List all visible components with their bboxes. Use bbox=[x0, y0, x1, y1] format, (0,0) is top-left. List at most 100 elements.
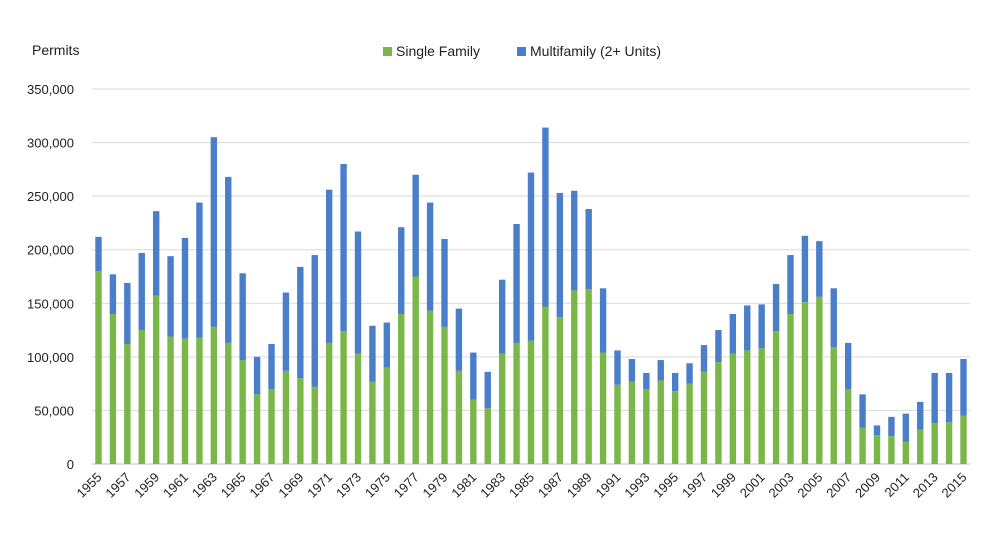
bar-single-family-1973 bbox=[354, 353, 362, 464]
bar-multifamily-1980 bbox=[455, 308, 463, 371]
bar-multifamily-2014 bbox=[945, 372, 953, 423]
bar-single-family-1957 bbox=[124, 344, 131, 464]
x-tick-label: 1963 bbox=[189, 470, 220, 501]
bar-single-family-1982 bbox=[484, 408, 491, 464]
bar-single-family-1987 bbox=[556, 317, 564, 464]
bar-multifamily-1998 bbox=[715, 330, 722, 363]
bar-single-family-2008 bbox=[859, 427, 866, 464]
bar-multifamily-1986 bbox=[542, 127, 549, 307]
bar-multifamily-1955 bbox=[95, 236, 102, 272]
bar-single-family-1984 bbox=[513, 342, 520, 464]
bar-single-family-1975 bbox=[383, 367, 391, 464]
y-tick-label: 300,000 bbox=[27, 136, 74, 151]
x-tick-label: 1967 bbox=[247, 470, 278, 501]
bar-single-family-2007 bbox=[844, 389, 852, 464]
bar-multifamily-1961 bbox=[181, 237, 189, 339]
bar-multifamily-1993 bbox=[643, 372, 650, 389]
bar-multifamily-1968 bbox=[282, 292, 290, 371]
bar-multifamily-1978 bbox=[426, 202, 434, 311]
bar-multifamily-1956 bbox=[109, 274, 117, 314]
bar-single-family-2002 bbox=[772, 331, 780, 464]
x-tick-label: 2015 bbox=[939, 470, 970, 501]
x-tick-label: 1979 bbox=[420, 470, 451, 501]
bar-single-family-1988 bbox=[571, 290, 578, 464]
y-tick-label: 50,000 bbox=[34, 403, 74, 418]
bar-single-family-1985 bbox=[527, 340, 535, 464]
bar-multifamily-2000 bbox=[744, 305, 751, 351]
bar-multifamily-1963 bbox=[210, 137, 218, 327]
bar-single-family-2012 bbox=[917, 429, 924, 464]
x-tick-label: 1965 bbox=[218, 470, 249, 501]
x-tick-label: 1971 bbox=[304, 470, 335, 501]
bar-multifamily-1982 bbox=[484, 371, 491, 409]
bar-single-family-1962 bbox=[196, 337, 203, 464]
bar-multifamily-2015 bbox=[960, 359, 967, 416]
bar-single-family-1991 bbox=[614, 384, 621, 464]
x-axis-ticks: 1955195719591961196319651967196919711973… bbox=[74, 470, 970, 501]
bar-multifamily-1983 bbox=[498, 279, 506, 354]
bar-multifamily-1974 bbox=[369, 325, 376, 382]
bar-single-family-1971 bbox=[325, 342, 333, 464]
legend: Single Family Multifamily (2+ Units) bbox=[383, 43, 661, 59]
bar-multifamily-2007 bbox=[844, 342, 852, 389]
bar-single-family-2004 bbox=[801, 302, 809, 464]
bar-single-family-1969 bbox=[297, 378, 304, 464]
bar-multifamily-1971 bbox=[325, 189, 333, 343]
bar-multifamily-2002 bbox=[772, 284, 780, 332]
bar-multifamily-1966 bbox=[253, 356, 261, 395]
bar-multifamily-1999 bbox=[729, 314, 737, 354]
legend-swatch-single-family bbox=[383, 47, 392, 56]
bar-multifamily-1988 bbox=[571, 190, 578, 291]
x-tick-label: 1969 bbox=[275, 470, 306, 501]
x-tick-label: 1987 bbox=[535, 470, 566, 501]
y-tick-label: 200,000 bbox=[27, 243, 74, 258]
x-tick-label: 1989 bbox=[564, 470, 595, 501]
bar-multifamily-1992 bbox=[628, 359, 636, 382]
bar-single-family-2005 bbox=[816, 296, 823, 464]
bar-multifamily-2009 bbox=[873, 425, 881, 436]
bar-multifamily-1976 bbox=[398, 227, 405, 314]
bar-multifamily-2008 bbox=[859, 394, 866, 428]
bar-multifamily-1996 bbox=[686, 363, 693, 384]
bar-single-family-2015 bbox=[960, 415, 967, 464]
x-tick-label: 1995 bbox=[650, 470, 681, 501]
bar-single-family-1961 bbox=[181, 338, 189, 464]
y-tick-label: 250,000 bbox=[27, 189, 74, 204]
bar-multifamily-2011 bbox=[902, 413, 910, 442]
bar-single-family-2014 bbox=[945, 422, 953, 464]
x-tick-label: 1981 bbox=[448, 470, 479, 501]
bar-single-family-1998 bbox=[715, 362, 722, 464]
x-tick-label: 1975 bbox=[362, 470, 393, 501]
y-axis-ticks: 0 50,000 100,000 150,000 200,000 250,000 300,0… bbox=[27, 82, 74, 472]
bar-multifamily-1967 bbox=[268, 344, 275, 389]
bar-multifamily-2003 bbox=[787, 255, 794, 314]
bar-multifamily-2010 bbox=[888, 416, 895, 437]
bar-multifamily-1977 bbox=[412, 174, 419, 277]
bar-single-family-1958 bbox=[138, 330, 145, 464]
bar-multifamily-1985 bbox=[527, 172, 535, 341]
x-tick-label: 2001 bbox=[737, 470, 768, 501]
bar-single-family-2009 bbox=[873, 435, 881, 464]
legend-label-multifamily: Multifamily (2+ Units) bbox=[530, 43, 661, 59]
bar-multifamily-1957 bbox=[124, 282, 131, 344]
x-tick-label: 1961 bbox=[160, 470, 191, 501]
bar-multifamily-2001 bbox=[758, 304, 765, 349]
bar-single-family-1955 bbox=[95, 271, 102, 464]
bar-single-family-1997 bbox=[700, 371, 708, 464]
bar-multifamily-2013 bbox=[931, 372, 938, 424]
bar-single-family-1977 bbox=[412, 276, 419, 464]
bar-multifamily-1975 bbox=[383, 322, 391, 368]
bar-multifamily-1970 bbox=[311, 255, 318, 387]
x-tick-label: 1985 bbox=[506, 470, 537, 501]
bar-single-family-2001 bbox=[758, 348, 765, 464]
x-tick-label: 1957 bbox=[102, 470, 133, 501]
bar-multifamily-1979 bbox=[441, 239, 448, 327]
bar-multifamily-1962 bbox=[196, 202, 203, 338]
bar-multifamily-1958 bbox=[138, 252, 145, 331]
bar-single-family-1964 bbox=[225, 342, 232, 464]
y-tick-label: 100,000 bbox=[27, 350, 74, 365]
legend-item-single-family: Single Family bbox=[383, 43, 480, 59]
x-tick-label: 2007 bbox=[823, 470, 854, 501]
bar-multifamily-1984 bbox=[513, 224, 520, 343]
